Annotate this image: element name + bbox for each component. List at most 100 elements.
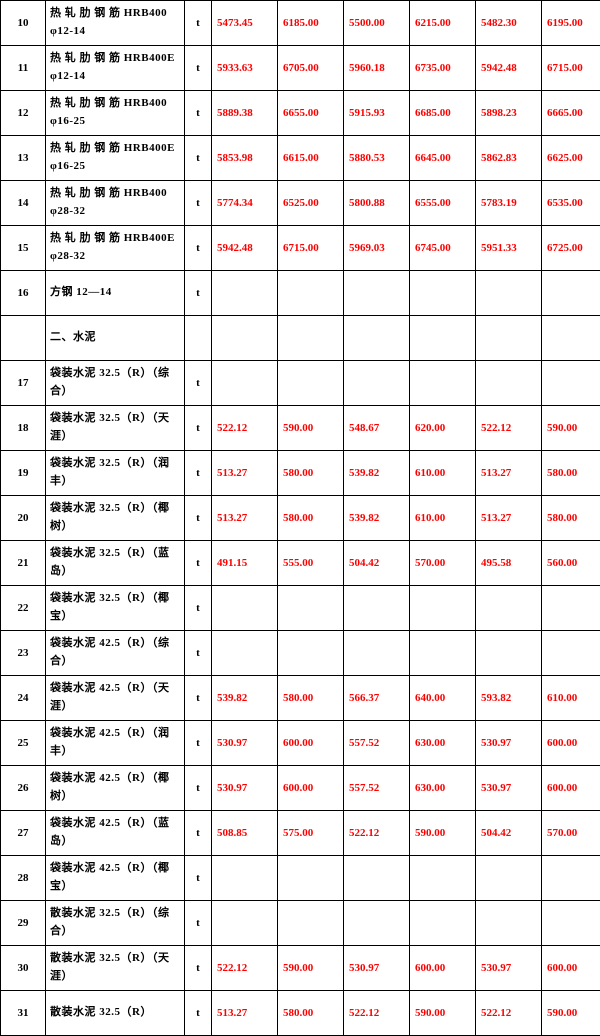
cell-v3 <box>344 586 410 631</box>
cell-id: 11 <box>1 46 46 91</box>
cell-v3: 5500.00 <box>344 1 410 46</box>
cell-id: 25 <box>1 721 46 766</box>
cell-name: 袋装水泥 42.5（R）（椰树） <box>46 766 185 811</box>
cell-v3 <box>344 856 410 901</box>
cell-v1: 5473.45 <box>212 1 278 46</box>
cell-v1 <box>212 631 278 676</box>
cell-v6: 590.00 <box>542 991 600 1036</box>
cell-unit: t <box>185 631 212 676</box>
table-row: 12热 轧 肋 钢 筋 HRB400 φ16-25t5889.386655.00… <box>1 91 600 136</box>
cell-v2 <box>278 856 344 901</box>
cell-v1: 539.82 <box>212 676 278 721</box>
cell-v4: 640.00 <box>410 676 476 721</box>
cell-v5: 495.58 <box>476 541 542 586</box>
cell-v2: 580.00 <box>278 496 344 541</box>
cell-v5: 5862.83 <box>476 136 542 181</box>
cell-v4 <box>410 586 476 631</box>
cell-v3 <box>344 271 410 316</box>
cell-v3: 522.12 <box>344 811 410 856</box>
cell-v6: 6625.00 <box>542 136 600 181</box>
table-row: 二、水泥 <box>1 316 600 361</box>
cell-name: 热 轧 肋 钢 筋 HRB400 φ12-14 <box>46 1 185 46</box>
cell-v6: 6665.00 <box>542 91 600 136</box>
cell-v6 <box>542 316 600 361</box>
cell-name: 袋装水泥 42.5（R）（润丰） <box>46 721 185 766</box>
cell-name: 袋装水泥 42.5（R）（天涯） <box>46 676 185 721</box>
cell-name: 袋装水泥 32.5（R）（椰宝） <box>46 586 185 631</box>
cell-v4: 620.00 <box>410 406 476 451</box>
cell-v4: 6215.00 <box>410 1 476 46</box>
table-row: 10热 轧 肋 钢 筋 HRB400 φ12-14t5473.456185.00… <box>1 1 600 46</box>
cell-id: 19 <box>1 451 46 496</box>
cell-unit: t <box>185 676 212 721</box>
table-row: 26袋装水泥 42.5（R）（椰树）t530.97600.00557.52630… <box>1 766 600 811</box>
cell-v4: 590.00 <box>410 811 476 856</box>
cell-name: 袋装水泥 42.5（R）（综合） <box>46 631 185 676</box>
cell-v3: 539.82 <box>344 451 410 496</box>
cell-v1 <box>212 271 278 316</box>
cell-unit <box>185 316 212 361</box>
cell-unit: t <box>185 541 212 586</box>
cell-v1: 5889.38 <box>212 91 278 136</box>
cell-v3 <box>344 316 410 361</box>
cell-v1: 522.12 <box>212 946 278 991</box>
cell-v5: 593.82 <box>476 676 542 721</box>
cell-v2: 6525.00 <box>278 181 344 226</box>
cell-v3: 548.67 <box>344 406 410 451</box>
cell-id: 21 <box>1 541 46 586</box>
cell-v5 <box>476 856 542 901</box>
cell-v1: 491.15 <box>212 541 278 586</box>
cell-v4: 6555.00 <box>410 181 476 226</box>
table-row: 31散装水泥 32.5（R）t513.27580.00522.12590.005… <box>1 991 600 1036</box>
cell-name: 热 轧 肋 钢 筋 HRB400 φ28-32 <box>46 181 185 226</box>
cell-v1: 5853.98 <box>212 136 278 181</box>
cell-id <box>1 316 46 361</box>
cell-unit: t <box>185 226 212 271</box>
cell-v4: 630.00 <box>410 721 476 766</box>
cell-v1: 530.97 <box>212 766 278 811</box>
cell-unit: t <box>185 991 212 1036</box>
cell-name: 二、水泥 <box>46 316 185 361</box>
cell-v2 <box>278 361 344 406</box>
cell-v6: 610.00 <box>542 676 600 721</box>
cell-v1: 513.27 <box>212 451 278 496</box>
cell-v5: 5783.19 <box>476 181 542 226</box>
table-row: 27袋装水泥 42.5（R）（蓝岛）t508.85575.00522.12590… <box>1 811 600 856</box>
cell-v6 <box>542 856 600 901</box>
cell-v5: 530.97 <box>476 766 542 811</box>
cell-v4: 6645.00 <box>410 136 476 181</box>
cell-id: 14 <box>1 181 46 226</box>
cell-v6: 570.00 <box>542 811 600 856</box>
cell-v6: 600.00 <box>542 946 600 991</box>
cell-v4 <box>410 856 476 901</box>
cell-id: 29 <box>1 901 46 946</box>
cell-v2 <box>278 271 344 316</box>
cell-name: 袋装水泥 32.5（R）（综合） <box>46 361 185 406</box>
cell-id: 17 <box>1 361 46 406</box>
cell-v6: 6715.00 <box>542 46 600 91</box>
cell-v1: 530.97 <box>212 721 278 766</box>
table-row: 24袋装水泥 42.5（R）（天涯）t539.82580.00566.37640… <box>1 676 600 721</box>
cell-v1: 5774.34 <box>212 181 278 226</box>
table-row: 21袋装水泥 32.5（R）（蓝岛）t491.15555.00504.42570… <box>1 541 600 586</box>
cell-v1 <box>212 361 278 406</box>
cell-id: 20 <box>1 496 46 541</box>
table-row: 15热 轧 肋 钢 筋 HRB400E φ28-32t5942.486715.0… <box>1 226 600 271</box>
cell-v4 <box>410 271 476 316</box>
cell-name: 袋装水泥 42.5（R）（椰宝） <box>46 856 185 901</box>
cell-v3: 557.52 <box>344 766 410 811</box>
cell-name: 袋装水泥 32.5（R）（天涯） <box>46 406 185 451</box>
cell-v1: 5933.63 <box>212 46 278 91</box>
cell-v2 <box>278 901 344 946</box>
cell-v5: 513.27 <box>476 496 542 541</box>
cell-id: 28 <box>1 856 46 901</box>
cell-id: 22 <box>1 586 46 631</box>
cell-name: 袋装水泥 32.5（R）（润丰） <box>46 451 185 496</box>
cell-id: 16 <box>1 271 46 316</box>
cell-v5 <box>476 586 542 631</box>
cell-unit: t <box>185 451 212 496</box>
cell-v1 <box>212 316 278 361</box>
cell-v3: 5960.18 <box>344 46 410 91</box>
cell-v5: 5942.48 <box>476 46 542 91</box>
cell-v5: 5482.30 <box>476 1 542 46</box>
